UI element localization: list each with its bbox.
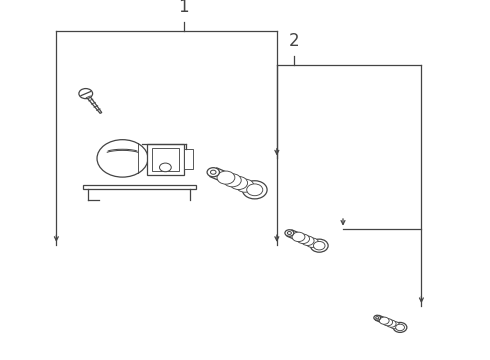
Text: 2: 2 [289, 32, 299, 50]
Circle shape [230, 176, 247, 189]
Circle shape [310, 239, 328, 252]
Circle shape [211, 170, 216, 174]
Polygon shape [375, 315, 406, 332]
Circle shape [159, 163, 171, 172]
Circle shape [301, 236, 314, 246]
Circle shape [376, 316, 379, 319]
Circle shape [314, 242, 325, 250]
Circle shape [386, 320, 396, 327]
Circle shape [79, 89, 93, 99]
Circle shape [207, 168, 220, 177]
Circle shape [285, 230, 294, 236]
Text: 1: 1 [178, 0, 189, 16]
Bar [83, 185, 196, 189]
Circle shape [383, 319, 392, 326]
Circle shape [296, 234, 310, 243]
Polygon shape [210, 168, 266, 197]
Circle shape [390, 321, 399, 329]
Circle shape [217, 171, 235, 184]
Circle shape [374, 315, 381, 320]
Bar [152, 148, 179, 171]
Bar [147, 144, 184, 175]
Polygon shape [84, 93, 102, 113]
Circle shape [379, 317, 389, 324]
Circle shape [97, 140, 148, 177]
Circle shape [393, 323, 407, 332]
Circle shape [243, 181, 267, 199]
Bar [184, 149, 193, 169]
Circle shape [236, 179, 254, 192]
Circle shape [395, 324, 404, 330]
Polygon shape [287, 230, 327, 251]
Circle shape [223, 174, 241, 187]
Circle shape [292, 232, 305, 242]
Circle shape [246, 184, 263, 196]
Circle shape [287, 231, 292, 234]
Circle shape [306, 238, 318, 247]
